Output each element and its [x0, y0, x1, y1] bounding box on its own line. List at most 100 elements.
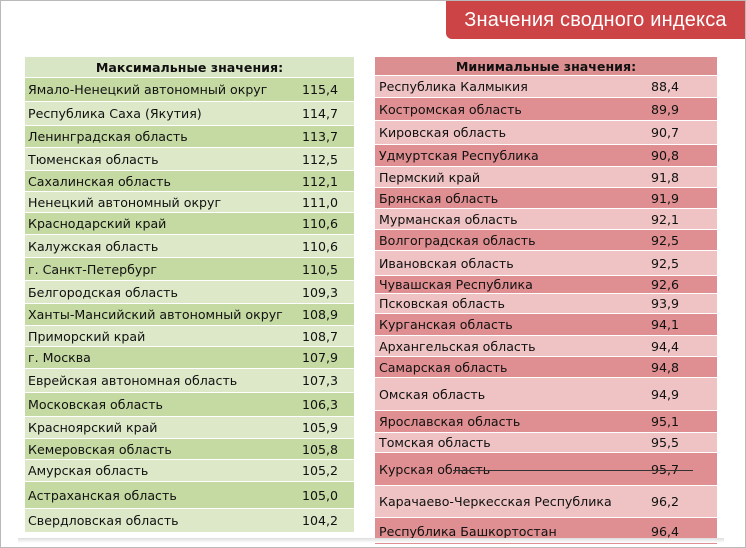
min-row: Костромская область 89,9	[375, 98, 717, 121]
max-index-value: 104,2	[302, 513, 339, 528]
max-region-name: Сахалинская область	[28, 173, 171, 189]
min-region-name: Костромская область	[379, 101, 522, 117]
min-index-value: 95,1	[651, 414, 680, 429]
max-region-name: Ханты-Мансийский автономный округ	[28, 307, 283, 322]
max-row: Еврейская автономная область 107,3	[25, 369, 354, 393]
min-region-name: Республика Башкортостан	[379, 523, 557, 539]
max-values-table: Максимальные значения: Ямало-Ненецкий ав…	[25, 57, 354, 533]
max-region-name: Кемеровская область	[28, 441, 172, 457]
max-region-name: Еврейская автономная область	[28, 373, 238, 388]
max-index-value: 108,7	[302, 328, 339, 344]
max-region-name: Калужская область	[28, 238, 159, 254]
min-row: Брянская область 91,9	[375, 188, 717, 209]
min-region-name: Самарская область	[379, 359, 508, 375]
min-index-value: 94,4	[651, 338, 680, 354]
min-index-value: 96,2	[651, 494, 680, 509]
max-region-name: Краснодарский край	[28, 216, 167, 231]
max-row: Кемеровская область 105,8	[25, 439, 354, 460]
max-region-name: Свердловская область	[28, 513, 179, 528]
min-region-name: Мурманская область	[379, 211, 518, 227]
min-index-value: 92,5	[651, 255, 680, 271]
max-row: Амурская область 105,2	[25, 460, 354, 482]
min-index-value: 95,7	[651, 461, 680, 477]
min-index-value: 94,1	[651, 317, 680, 332]
min-region-name: Чувашская Республика	[379, 277, 533, 292]
min-region-name: Карачаево-Черкесская Республика	[379, 494, 612, 509]
min-region-name: Брянская область	[379, 190, 499, 206]
max-region-name: Белгородская область	[28, 284, 178, 300]
max-region-name: Приморский край	[28, 328, 146, 344]
min-row: Чувашская Республика 92,6	[375, 276, 717, 294]
min-index-value: 94,8	[651, 359, 680, 375]
max-row: Астраханская область 105,0	[25, 482, 354, 509]
max-index-value: 108,9	[302, 307, 339, 322]
min-region-name: Пермский край	[379, 169, 481, 185]
min-region-name: Ярославская область	[379, 414, 521, 429]
min-region-name: Удмуртская Республика	[379, 148, 539, 163]
max-region-name: Ленинградская область	[28, 129, 188, 144]
min-values-header: Минимальные значения:	[375, 57, 717, 76]
min-index-value: 90,7	[651, 125, 680, 140]
max-index-value: 113,7	[302, 129, 339, 144]
min-index-value: 91,9	[651, 190, 680, 206]
max-index-value: 105,9	[302, 420, 339, 435]
max-region-name: Амурская область	[28, 463, 149, 478]
max-index-value: 109,3	[302, 284, 339, 300]
max-row: Республика Саха (Якутия) 114,7	[25, 102, 354, 126]
min-index-value: 90,8	[651, 148, 680, 163]
min-values-rows: Республика Калмыкия 88,4 Костромская облас…	[375, 76, 717, 545]
min-row: Томская область 95,5	[375, 433, 717, 453]
min-index-value: 88,4	[651, 79, 680, 94]
min-region-name: Омская область	[379, 386, 486, 402]
max-values-header: Максимальные значения:	[25, 57, 354, 78]
max-row: Тюменская область 112,5	[25, 148, 354, 171]
min-row: Карачаево-Черкесская Республика 96,2	[375, 486, 717, 518]
max-region-name: Ямало-Ненецкий автономный округ	[28, 82, 268, 97]
max-index-value: 107,3	[302, 373, 339, 388]
max-index-value: 107,9	[302, 350, 339, 365]
min-index-value: 93,9	[651, 296, 680, 311]
max-row: Ленинградская область 113,7	[25, 126, 354, 148]
max-row: Красноярский край 105,9	[25, 417, 354, 439]
min-region-name: Кировская область	[379, 125, 506, 140]
max-row: Ненецкий автономный округ 111,0	[25, 192, 354, 213]
max-index-value: 105,8	[302, 441, 339, 457]
min-row: Пермский край 91,8	[375, 167, 717, 188]
max-values-rows: Ямало-Ненецкий автономный округ 115,4 Респ…	[25, 78, 354, 533]
min-row: Архангельская область 94,4	[375, 336, 717, 357]
underline-mark	[453, 470, 693, 471]
max-region-name: г. Санкт-Петербург	[28, 261, 157, 277]
max-index-value: 110,6	[302, 216, 339, 231]
max-row: г. Санкт-Петербург 110,5	[25, 258, 354, 281]
max-index-value: 115,4	[302, 82, 339, 97]
min-index-value: 91,8	[651, 169, 680, 185]
min-index-value: 95,5	[651, 435, 680, 450]
max-row: Приморский край 108,7	[25, 326, 354, 347]
max-region-name: Красноярский край	[28, 420, 158, 435]
min-index-value: 92,1	[651, 211, 680, 227]
max-row: Белгородская область 109,3	[25, 281, 354, 304]
max-region-name: Астраханская область	[28, 487, 177, 503]
max-index-value: 110,6	[302, 238, 339, 254]
max-region-name: г. Москва	[28, 350, 91, 365]
max-region-name: Московская область	[28, 397, 163, 412]
min-region-name: Архангельская область	[379, 338, 536, 354]
min-row: Самарская область 94,8	[375, 357, 717, 378]
max-row: Сахалинская область 112,1	[25, 171, 354, 192]
min-row: Республика Калмыкия 88,4	[375, 76, 717, 98]
min-row: Псковская область 93,9	[375, 294, 717, 314]
max-row: Свердловская область 104,2	[25, 509, 354, 533]
max-index-value: 105,0	[302, 487, 339, 503]
max-index-value: 112,5	[302, 151, 339, 167]
max-row: Краснодарский край 110,6	[25, 213, 354, 235]
max-row: Ханты-Мансийский автономный округ 108,9	[25, 304, 354, 326]
max-index-value: 110,5	[302, 261, 339, 277]
min-region-name: Псковская область	[379, 296, 505, 311]
min-row: Кировская область 90,7	[375, 121, 717, 145]
min-row: Ивановская область 92,5	[375, 251, 717, 276]
min-index-value: 94,9	[651, 386, 680, 402]
min-row: Курская область 95,7	[375, 453, 717, 486]
min-row: Курганская область 94,1	[375, 314, 717, 336]
min-row: Удмуртская Республика 90,8	[375, 145, 717, 167]
